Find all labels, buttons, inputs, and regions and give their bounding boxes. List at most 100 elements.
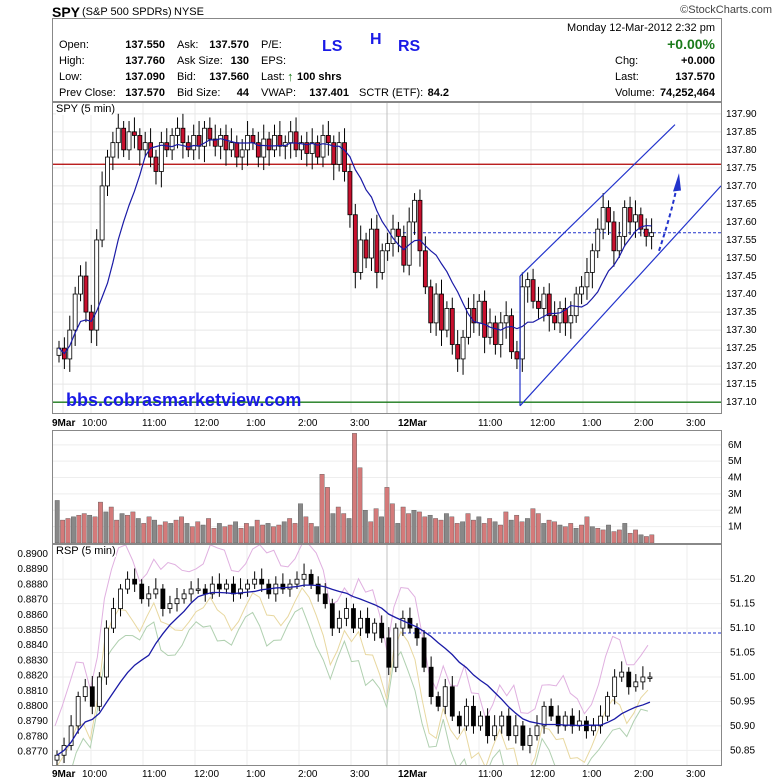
last-value: 137.570 — [675, 71, 715, 83]
rsp-candle-up — [647, 676, 653, 679]
price-candle-down — [132, 131, 137, 136]
ask-value: 137.570 — [209, 39, 249, 51]
rsp-candle-up — [273, 583, 279, 595]
rsp-left-ytick-label: 0.8820 — [17, 671, 48, 682]
price-xtick-label: 12:00 — [530, 418, 555, 429]
rsp-candle-up — [400, 617, 406, 629]
volume-bar-up — [184, 523, 190, 543]
volume-bar-up — [119, 513, 125, 543]
rsp-candle-up — [54, 754, 60, 761]
volume-bar-down — [271, 526, 276, 543]
volume-bar-down — [98, 501, 103, 543]
volume-bar-up — [443, 513, 449, 543]
price-candle-down — [471, 308, 477, 324]
rsp-xtick-label: 3:00 — [350, 769, 370, 780]
rsp-candle-up — [640, 676, 646, 683]
rsp-overlay-line — [54, 545, 649, 727]
price-candle-up — [358, 239, 364, 273]
volume-bar-down — [292, 523, 298, 543]
volume-ytick-label: 6M — [728, 440, 742, 451]
price-ytick-label: 137.10 — [726, 397, 757, 408]
rsp-moving-average — [56, 584, 651, 756]
volume-bar-up — [314, 526, 320, 543]
rsp-candle-up — [513, 725, 519, 737]
price-candle-down — [266, 138, 272, 151]
price-candle-down — [180, 127, 186, 144]
rsp-xtick-label: 11:00 — [478, 769, 503, 780]
price-candle-down — [627, 207, 633, 223]
price-candle-down — [374, 228, 380, 273]
price-ytick-label: 137.75 — [726, 163, 757, 174]
volume-bar-down — [238, 528, 244, 543]
price-candle-down — [401, 235, 407, 266]
price-candle-up — [336, 142, 342, 165]
volume-bar-down — [254, 519, 260, 543]
volume-bar-down — [125, 514, 130, 543]
price-ytick-label: 137.40 — [726, 289, 757, 300]
volume-bar-down — [422, 516, 428, 543]
price-candle-down — [347, 171, 353, 216]
volume-bar-up — [281, 521, 287, 543]
price-candle-down — [611, 221, 617, 252]
security-name: (S&P 500 SPDRs) — [82, 6, 172, 18]
price-candle-down — [514, 351, 520, 360]
volume-bar-up — [525, 518, 530, 543]
price-candle-up — [379, 250, 385, 273]
price-candle-down — [153, 156, 159, 172]
price-candle-down — [148, 142, 153, 158]
rsp-candle-down — [365, 617, 370, 634]
volume-bar-down — [60, 519, 66, 543]
symbol: SPY — [52, 4, 81, 20]
prev-close-label: Prev Close: — [59, 87, 116, 99]
price-candle-up — [369, 228, 374, 259]
price-candle-down — [455, 344, 461, 360]
rsp-right-ytick-label: 51.05 — [730, 648, 755, 659]
rsp-chart — [53, 545, 721, 765]
volume-bar-up — [200, 524, 206, 543]
volume-y-axis: 6M 5M 4M 3M 2M 1M — [728, 440, 742, 533]
rsp-right-ytick-label: 51.00 — [730, 672, 755, 683]
price-candle-up — [142, 142, 148, 151]
price-candle-up — [175, 127, 180, 136]
price-candle-down — [428, 286, 434, 324]
price-candle-up — [525, 279, 531, 288]
volume-bar-down — [627, 532, 633, 543]
volume-bar-up — [411, 510, 417, 543]
rsp-candle-down — [379, 622, 385, 639]
price-xtick-label: 12Mar — [398, 418, 427, 429]
volume-bar-down — [157, 524, 163, 543]
volume-bar-down — [406, 513, 411, 543]
volume-bar-down — [108, 506, 114, 543]
volume-bar-down — [633, 529, 638, 543]
volume-bar-down — [206, 518, 211, 543]
rsp-candle-up — [82, 686, 88, 697]
rsp-candle-up — [605, 696, 610, 717]
rsp-candle-down — [216, 583, 222, 590]
price-candle-up — [239, 149, 245, 158]
rsp-candle-down — [449, 686, 455, 717]
price-candle-up — [390, 228, 396, 244]
rsp-candle-up — [372, 622, 378, 634]
volume-bar-down — [514, 514, 520, 543]
volume-bar-down — [352, 433, 357, 543]
price-candle-up — [105, 156, 110, 187]
rsp-candle-down — [555, 715, 561, 727]
price-candle-up — [309, 142, 315, 154]
ask-label: Ask: — [177, 39, 199, 51]
price-candle-down — [277, 135, 283, 147]
stockcharts-logo[interactable]: ©StockCharts.com — [680, 4, 772, 16]
pe-label: P/E: — [261, 39, 282, 51]
volume-bar-down — [546, 519, 552, 543]
price-xtick-label: 9Mar — [52, 418, 75, 429]
prev-close-value: 137.570 — [125, 87, 165, 99]
exchange: NYSE — [174, 6, 204, 18]
volume-bar-down — [260, 524, 266, 543]
annotation-h: H — [370, 31, 382, 48]
volume-value: 74,252,464 — [659, 87, 715, 99]
rsp-candle-up — [75, 696, 81, 727]
rsp-xtick-label: 12:00 — [530, 769, 555, 780]
volume-bar-up — [71, 516, 76, 543]
bid-value: 137.560 — [209, 71, 249, 83]
rsp-candle-down — [386, 637, 392, 668]
volume-bar-down — [449, 516, 455, 543]
